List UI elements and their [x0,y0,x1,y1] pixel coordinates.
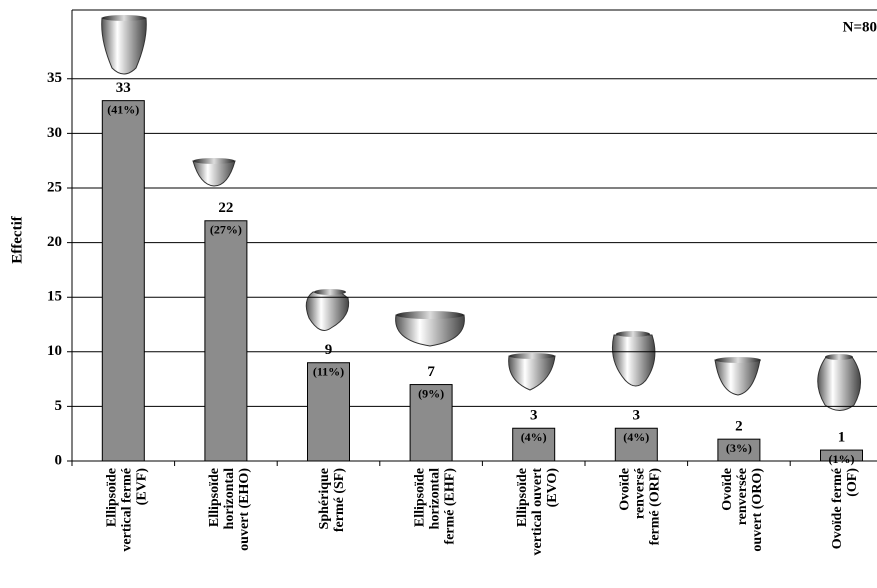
x-tick-label: ouvert (ORO) [750,468,765,552]
y-tick-label: 15 [47,289,62,305]
x-tick-label: Ovoïde [720,468,735,511]
x-tick-label: renversée [735,468,750,525]
x-tick-label: Ellipsoïde [515,468,530,527]
x-tick-label: renversé [633,468,648,519]
bar [204,220,248,462]
percent-label: (4%) [521,430,547,444]
x-tick-label: (EVO) [545,468,560,508]
x-tick-label: horizontal [427,468,442,530]
x-tick-label: ouvert (EHO) [237,468,252,551]
bar [409,384,453,462]
annotation: N=80 [843,19,877,35]
value-label: 3 [530,408,538,424]
percent-label: (41%) [107,102,139,116]
value-label: 1 [838,430,846,446]
value-label: 2 [735,419,743,435]
x-tick-label: vertical fermé [120,468,135,552]
value-label: 22 [218,200,233,216]
y-tick-label: 20 [47,234,62,250]
percent-label: (1%) [829,452,855,466]
percent-label: (4%) [623,430,649,444]
x-tick-label: fermé (SF) [332,468,347,532]
x-tick-label: fermé (ORF) [648,468,663,546]
y-tick-label: 35 [47,70,62,86]
percent-label: (27%) [210,223,242,237]
y-tick-label: 5 [55,398,63,414]
value-label: 3 [633,408,641,424]
x-tick-label: Sphérique [317,468,332,529]
percent-label: (11%) [313,364,344,378]
vessel-icons [101,15,861,411]
y-tick-label: 0 [55,452,63,468]
x-tick-label: horizontal [222,468,237,530]
x-tick-label: Ovoïde [618,468,633,511]
y-tick-label: 25 [47,179,62,195]
value-label: 33 [116,80,131,96]
bar [820,449,863,462]
x-tick-label: fermé (EHF) [442,468,457,545]
x-tick-label: (OF) [845,468,860,497]
x-tick-label: Ellipsoïde [412,468,427,527]
value-label: 7 [427,364,435,380]
percent-label: (9%) [418,386,444,400]
y-axis-label: Effectif [9,215,25,263]
bar [717,438,761,462]
x-tick-label: (EVF) [135,468,150,506]
x-tick-label: vertical ouvert [530,468,545,556]
x-tick-label: Ellipsoïde [207,468,222,527]
percent-label: (3%) [726,441,752,455]
value-label: 9 [325,342,333,358]
bar [101,100,145,462]
bar [512,427,556,462]
y-tick-label: 30 [47,125,62,141]
bar [307,362,350,462]
bar [614,427,658,462]
x-tick-label: Ovoïde fermé [830,468,845,549]
y-tick-label: 10 [47,343,62,359]
x-tick-label: Ellipsoïde [105,468,120,527]
